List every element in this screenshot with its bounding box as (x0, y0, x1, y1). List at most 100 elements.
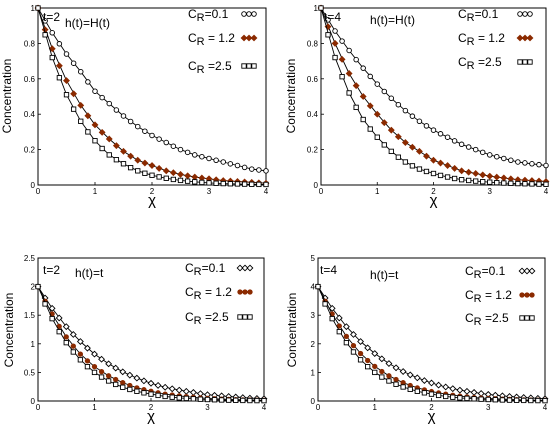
data-point (134, 156, 142, 164)
data-point (487, 179, 493, 185)
data-point (263, 168, 269, 174)
data-point (105, 135, 113, 143)
x-tick-label: 3 (205, 403, 210, 412)
time-annotation: t=2 (43, 10, 60, 24)
data-point (456, 386, 464, 394)
data-point (470, 388, 478, 396)
legend-entry-label: CR =2.5 (465, 311, 509, 328)
data-point (233, 397, 239, 403)
legend-entry-label: CR=0.1 (458, 7, 499, 24)
data-point (70, 343, 76, 349)
data-point (106, 152, 112, 158)
legend-marker (240, 34, 248, 42)
legend-marker (236, 264, 244, 272)
data-point (473, 178, 479, 184)
data-point (465, 144, 472, 150)
x-tick-label: 3 (486, 403, 491, 412)
data-point (162, 393, 168, 400)
data-point (416, 118, 423, 125)
data-point (357, 357, 364, 363)
data-point (85, 129, 91, 135)
data-point (339, 74, 345, 80)
data-point (120, 147, 127, 155)
legend: CR=0.1 CR = 1.2 CR =2.5 (465, 264, 536, 328)
legend-marker (237, 289, 243, 295)
x-axis-label: χ (148, 192, 156, 209)
data-point (352, 82, 360, 90)
data-point (350, 342, 357, 349)
data-point (84, 364, 91, 370)
data-point (457, 395, 463, 401)
data-point (77, 101, 85, 109)
data-point (98, 355, 105, 363)
data-point (464, 395, 470, 402)
data-point (528, 397, 534, 404)
x-tick-label: 2 (150, 187, 155, 196)
data-point (63, 340, 69, 346)
data-point (62, 323, 70, 331)
data-point (437, 159, 444, 167)
data-point (421, 390, 428, 396)
data-point (249, 181, 255, 187)
legend-marker (518, 267, 526, 275)
data-point (213, 180, 219, 186)
data-point (331, 39, 339, 47)
data-point (226, 397, 232, 403)
data-point (120, 161, 127, 167)
y-tick-label: 2 (311, 340, 316, 349)
y-tick-label: 1 (314, 4, 319, 13)
data-point (142, 170, 148, 176)
data-point (182, 387, 190, 395)
data-point (522, 181, 528, 187)
data-point (501, 180, 507, 186)
data-point (85, 79, 91, 85)
series-1 (35, 5, 269, 174)
x-tick-label: 4 (544, 187, 549, 196)
legend-marker (251, 11, 257, 17)
data-point (458, 141, 465, 148)
data-point (220, 159, 226, 165)
data-point (332, 54, 338, 61)
data-point (105, 373, 112, 379)
data-point (77, 357, 84, 363)
data-point (379, 368, 385, 375)
legend-marker (521, 34, 529, 42)
data-point (113, 381, 119, 388)
data-point (428, 379, 435, 387)
data-point (508, 157, 514, 164)
legend-marker (519, 292, 525, 298)
legend-marker (517, 11, 523, 17)
data-point (395, 154, 401, 160)
data-point (218, 397, 225, 403)
data-point (55, 314, 63, 322)
data-point (148, 391, 154, 397)
data-point (400, 384, 406, 390)
data-point (141, 159, 149, 167)
x-tick-label: 1 (373, 403, 378, 412)
plot-frame (37, 257, 265, 402)
data-point (70, 106, 77, 112)
data-point (394, 133, 402, 141)
legend-marker (246, 63, 252, 69)
data-point (508, 180, 514, 186)
data-point (48, 45, 56, 53)
data-point (416, 166, 423, 172)
data-point (48, 304, 56, 312)
x-tick-label: 3 (488, 187, 493, 196)
data-point (141, 390, 147, 396)
data-point (500, 174, 508, 182)
series-3 (35, 5, 269, 188)
legend-marker (527, 11, 533, 17)
time-annotation: t=4 (320, 263, 337, 277)
legend-entry-label: CR = 1.2 (465, 288, 512, 305)
data-point (84, 344, 91, 352)
legend-marker (246, 264, 254, 272)
legend-entry-label: CR=0.1 (465, 264, 506, 281)
data-point (472, 170, 480, 177)
boundary-annotation: h(t)=t (370, 268, 399, 282)
data-point (56, 75, 63, 81)
data-point (169, 394, 175, 400)
data-point (234, 162, 241, 169)
x-tick-label: 0 (36, 403, 41, 412)
